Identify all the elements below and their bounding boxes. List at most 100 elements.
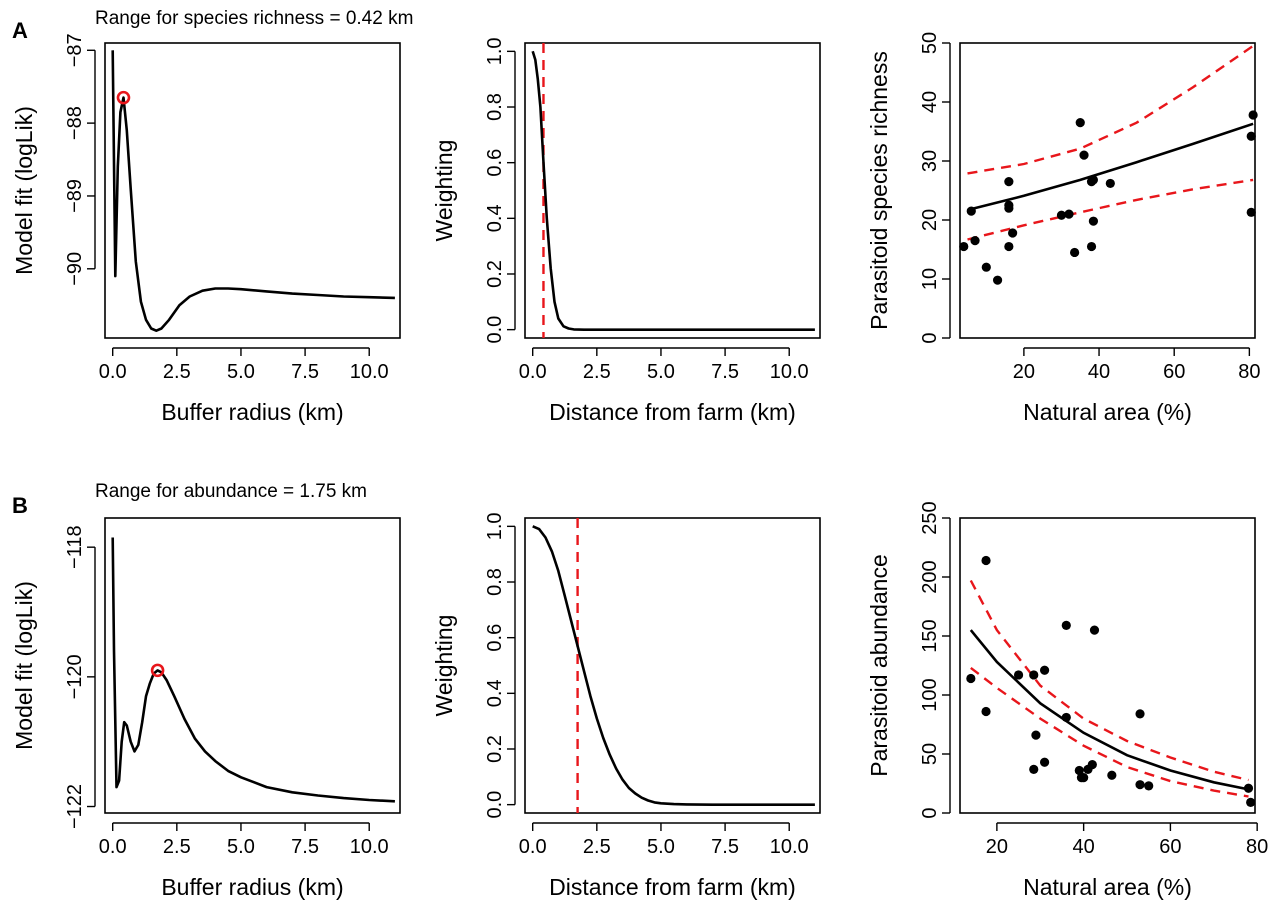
x-axis-label: Natural area (%) (1023, 874, 1192, 900)
data-point (1135, 709, 1145, 719)
x-tick-label: 2.5 (583, 836, 611, 858)
x-tick-label: 0.0 (99, 836, 127, 858)
x-tick-label: 2.5 (583, 361, 611, 383)
y-tick-label: 0.2 (484, 260, 506, 288)
y-tick-label: 0.4 (484, 679, 506, 707)
chart-A-weight: 0.0 2.5 5.0 7.5 10.0 Distance from farm (km) 0… (431, 37, 821, 425)
x-tick-label: 7.5 (711, 836, 739, 858)
y-tick-label: −118 (64, 525, 86, 569)
y-tick-label: 0.8 (484, 93, 506, 121)
y-tick-label: 40 (919, 91, 941, 113)
x-tick-label: 0.0 (519, 836, 547, 858)
y-tick-label: −88 (64, 106, 86, 140)
chart-B-scatter: 20 40 60 80 Natural area (%) 0 50 100 150 200 250 P… (866, 501, 1268, 900)
y-tick-label: 150 (919, 619, 941, 652)
data-point (981, 555, 991, 566)
data-point (1107, 770, 1117, 780)
plot-frame (959, 517, 1256, 814)
panel-b-range: Range for abundance = 1.75 km (95, 481, 367, 502)
data-point (1029, 764, 1039, 774)
x-axis: 0.0 2.5 5.0 7.5 10.0 (99, 347, 389, 383)
data-point (1248, 110, 1258, 120)
series-line (531, 50, 815, 331)
y-tick-label: −87 (64, 33, 86, 67)
data-point (1088, 175, 1099, 185)
y-tick-label: 0.6 (484, 624, 506, 652)
data-point (1004, 200, 1014, 210)
x-tick-label: 5.0 (227, 361, 255, 383)
data-point (1079, 773, 1089, 783)
data-point (1089, 625, 1100, 635)
x-tick-label: 10.0 (350, 361, 389, 383)
data-point (1061, 712, 1071, 723)
series-line (532, 525, 815, 806)
x-tick-label: 40 (1073, 836, 1095, 858)
x-tick-label: 60 (1163, 361, 1185, 383)
x-tick-label: 60 (1159, 836, 1181, 858)
y-tick-label: −122 (64, 784, 86, 829)
data-point (1070, 247, 1080, 258)
x-tick-label: 20 (986, 836, 1008, 858)
y-axis: 0 50 100 150 200 250 (919, 501, 951, 819)
y-tick-label: 1.0 (484, 37, 506, 65)
y-tick-label: 0.4 (484, 204, 506, 232)
data-point (1074, 765, 1084, 776)
data-point (1056, 210, 1067, 220)
x-axis-label: Distance from farm (km) (549, 399, 796, 425)
data-point (966, 206, 976, 216)
x-axis-label: Natural area (%) (1023, 399, 1192, 425)
data-point (1075, 118, 1085, 128)
ci-lower-line (967, 178, 1254, 241)
data-point (966, 673, 976, 684)
x-tick-label: 7.5 (291, 361, 319, 383)
data-point (1246, 797, 1256, 807)
ci-upper-line (969, 579, 1249, 782)
y-tick-label: 0.8 (484, 568, 506, 596)
x-tick-label: 2.5 (163, 361, 191, 383)
y-axis-label: Parasitoid species richness (866, 51, 892, 330)
y-axis: 0.0 0.2 0.4 0.6 0.8 1.0 (484, 37, 516, 344)
y-tick-label: 30 (919, 150, 941, 172)
y-tick-label: 200 (919, 560, 941, 593)
data-point (1105, 178, 1115, 189)
x-tick-label: 10.0 (770, 361, 809, 383)
y-axis: 0.0 0.2 0.4 0.6 0.8 1.0 (484, 512, 516, 819)
x-axis: 20 40 60 80 (1013, 347, 1260, 383)
y-tick-label: 0.2 (484, 735, 506, 763)
ci-upper-line (967, 44, 1254, 175)
panel-letter-b: B (12, 493, 28, 518)
x-tick-label: 5.0 (647, 361, 675, 383)
data-point (1246, 207, 1256, 217)
data-point (1008, 228, 1018, 238)
plot-frame (104, 517, 401, 814)
panel-letter-a: A (12, 18, 28, 43)
panel-a-range: Range for species richness = 0.42 km (95, 8, 413, 29)
x-tick-label: 0.0 (99, 361, 127, 383)
data-point (1144, 781, 1154, 791)
x-tick-label: 5.0 (227, 836, 255, 858)
ci-lower-line (970, 666, 1249, 798)
y-tick-label: 0 (919, 332, 941, 343)
y-axis-label: Model fit (logLik) (11, 581, 37, 750)
series-line (111, 537, 395, 803)
x-axis: 0.0 2.5 5.0 7.5 10.0 (519, 347, 809, 383)
x-axis-label: Distance from farm (km) (549, 874, 796, 900)
x-tick-label: 80 (1246, 836, 1268, 858)
plot-frame (524, 517, 821, 814)
data-point (981, 262, 991, 272)
y-tick-label: 0.0 (484, 791, 506, 819)
y-axis-label: Parasitoid abundance (866, 554, 892, 777)
data-point (1013, 670, 1024, 680)
y-tick-label: 1.0 (484, 512, 506, 540)
data-point (1004, 241, 1014, 252)
x-tick-label: 7.5 (711, 361, 739, 383)
x-axis: 0.0 2.5 5.0 7.5 10.0 (519, 822, 809, 858)
x-tick-label: 7.5 (291, 836, 319, 858)
y-tick-label: 0.0 (484, 316, 506, 344)
data-point (1061, 620, 1071, 630)
data-point (1086, 241, 1097, 252)
x-tick-label: 10.0 (770, 836, 809, 858)
x-axis-label: Buffer radius (km) (161, 874, 343, 900)
